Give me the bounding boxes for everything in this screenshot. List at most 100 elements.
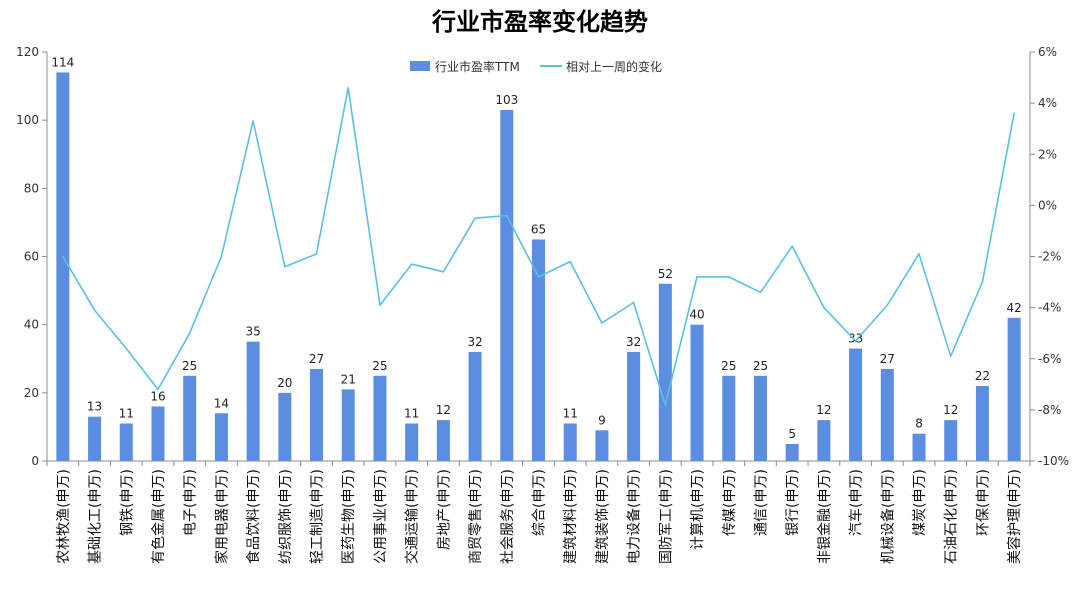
x-category-label: 食品饮料(申万) xyxy=(245,469,262,564)
line-point xyxy=(62,255,64,258)
legend-line-label: 相对上一周的变化 xyxy=(566,59,662,74)
line-point xyxy=(410,263,413,265)
line-point xyxy=(474,217,476,219)
bar xyxy=(690,324,704,461)
x-category-label: 石油石化(申万) xyxy=(944,469,960,564)
line-point xyxy=(823,306,825,309)
bar-data-label: 9 xyxy=(598,413,606,427)
y-right-tick-label: -2% xyxy=(1038,250,1061,264)
bar-data-label: 20 xyxy=(277,376,292,390)
line-point xyxy=(220,255,223,258)
x-category-label: 电力设备(申万) xyxy=(626,469,643,564)
line-point xyxy=(696,276,698,278)
y-right-tick-label: 2% xyxy=(1038,147,1057,161)
bar xyxy=(310,368,324,461)
bar-data-label: 11 xyxy=(119,407,134,421)
x-category-label: 交通运输(申万) xyxy=(404,469,421,564)
bar-data-label: 32 xyxy=(467,335,482,349)
bar-data-label: 103 xyxy=(495,93,518,107)
legend-bar-label: 行业市盈率TTM xyxy=(435,59,520,74)
bar-data-label: 25 xyxy=(372,359,387,373)
bar xyxy=(785,443,799,461)
x-category-label: 基础化工(申万) xyxy=(87,469,104,564)
bar-data-label: 16 xyxy=(150,389,165,403)
line-point xyxy=(157,388,159,391)
bar xyxy=(532,239,545,461)
bar-data-label: 40 xyxy=(689,308,704,322)
y-right-tick-label: 0% xyxy=(1038,198,1057,212)
line-point xyxy=(854,340,857,342)
line-point xyxy=(1013,112,1015,115)
x-category-label: 美容护理(申万) xyxy=(1006,469,1023,564)
bar-data-label: 11 xyxy=(563,407,578,421)
bar-data-label: 27 xyxy=(309,352,324,366)
line-point xyxy=(347,86,350,89)
bar xyxy=(817,420,831,461)
x-category-label: 房地产(申万) xyxy=(436,469,452,550)
y-right-tick-label: -10% xyxy=(1038,454,1069,468)
bar xyxy=(246,341,260,461)
x-labels: 农林牧渔(申万) 基础化工(申万) 钢铁(申万) 有色金属(申万) 电子(申万) 家用电器… xyxy=(56,469,1023,564)
y-right-tick-label: 4% xyxy=(1038,96,1057,110)
bar xyxy=(373,375,387,461)
bar-data-label: 22 xyxy=(975,369,990,383)
x-category-label: 煤炭(申万) xyxy=(912,469,928,536)
line-point xyxy=(442,271,445,273)
bar-data-label: 12 xyxy=(816,403,831,417)
bar xyxy=(753,375,767,461)
x-category-label: 纺织服饰(申万) xyxy=(278,469,294,564)
x-category-label: 轻工制造(申万) xyxy=(310,469,326,564)
line-point xyxy=(632,301,635,304)
bar-data-label: 14 xyxy=(214,396,229,410)
bar xyxy=(595,430,609,461)
bar-data-label: 8 xyxy=(915,417,923,431)
bar-data-label: 25 xyxy=(721,359,736,373)
bar xyxy=(405,423,419,461)
x-category-label: 传媒(申万) xyxy=(722,469,738,536)
line-point xyxy=(284,265,286,268)
bar-data-label: 11 xyxy=(404,407,419,421)
bar-data-label: 21 xyxy=(341,372,356,386)
x-category-label: 钢铁(申万) xyxy=(119,469,135,536)
y-left-tick-label: 100 xyxy=(16,113,39,127)
bar-data-label: 65 xyxy=(531,222,546,236)
bar-data-label: 12 xyxy=(943,403,958,417)
x-category-label: 环保(申万) xyxy=(975,469,991,536)
x-category-label: 通信(申万) xyxy=(753,469,769,536)
bar xyxy=(183,375,197,461)
bar-data-label: 33 xyxy=(848,332,863,346)
line-point xyxy=(949,355,952,357)
bar xyxy=(849,348,863,461)
bar xyxy=(341,389,355,461)
y-right-tick-label: -8% xyxy=(1038,403,1061,417)
bar-data-label: 5 xyxy=(788,427,796,441)
bar-data-label: 52 xyxy=(658,267,673,281)
y-left-tick-label: 120 xyxy=(16,45,39,59)
bar xyxy=(1007,317,1021,461)
bar xyxy=(722,375,736,461)
line-point xyxy=(664,403,667,406)
bar xyxy=(944,420,958,461)
x-category-label: 国防军工(申万) xyxy=(658,469,674,564)
bars xyxy=(56,72,1021,462)
bar xyxy=(658,283,672,461)
x-category-label: 汽车(申万) xyxy=(848,469,865,536)
chart-title: 行业市盈率变化趋势 xyxy=(432,8,648,36)
line-point xyxy=(379,304,381,306)
x-category-label: 机械设备(申万) xyxy=(879,469,896,564)
bar-data-label: 25 xyxy=(182,359,197,373)
line-point xyxy=(601,322,603,324)
bar-data-label: 12 xyxy=(436,403,451,417)
x-category-label: 非银金融(申万) xyxy=(817,469,833,564)
y-right-tick-label: -6% xyxy=(1038,352,1061,366)
legend-bar-swatch xyxy=(410,61,430,71)
bar-data-label: 32 xyxy=(626,335,641,349)
bar xyxy=(56,72,70,461)
bar-data-label: 27 xyxy=(880,352,895,366)
x-category-label: 商贸零售(申万) xyxy=(468,469,484,564)
bar-data-label: 35 xyxy=(245,325,260,339)
x-category-label: 有色金属(申万) xyxy=(150,469,167,564)
bar-data-label: 114 xyxy=(51,55,74,69)
axes: 0 20 40 60 80 100 120 -10% -8% -6% -4% -2% 0% 2% 4% 6% xyxy=(16,45,1069,468)
